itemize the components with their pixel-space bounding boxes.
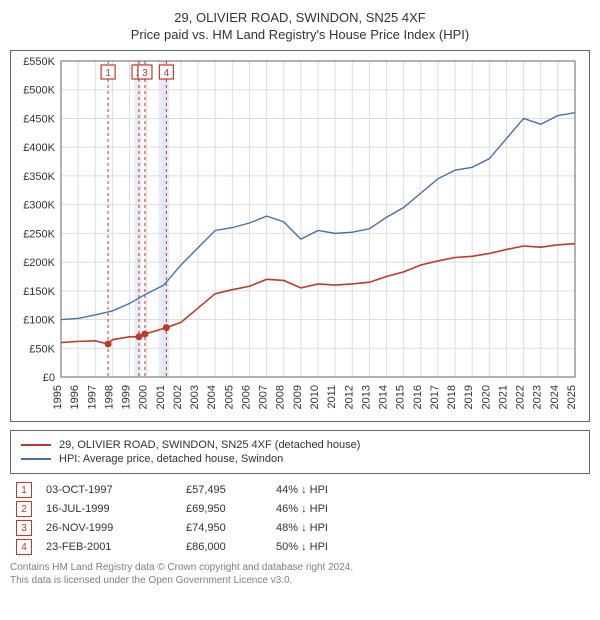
sale-marker: 1 (16, 482, 32, 498)
svg-text:2017: 2017 (429, 385, 441, 409)
svg-text:£100K: £100K (23, 315, 55, 327)
svg-text:£0: £0 (43, 372, 55, 384)
sale-date: 16-JUL-1999 (46, 503, 186, 515)
svg-text:2022: 2022 (515, 385, 527, 409)
svg-text:1996: 1996 (69, 385, 81, 409)
attribution: Contains HM Land Registry data © Crown c… (10, 561, 590, 587)
svg-text:2015: 2015 (395, 385, 407, 409)
sale-price: £86,000 (186, 541, 276, 553)
sale-price: £74,950 (186, 522, 276, 534)
svg-text:2000: 2000 (138, 385, 150, 409)
sale-marker: 2 (16, 501, 32, 517)
svg-text:2012: 2012 (343, 385, 355, 409)
sale-row: 2 16-JUL-1999£69,95046% ↓ HPI (10, 501, 590, 517)
legend-label: HPI: Average price, detached house, Swin… (59, 453, 283, 465)
sales-table: 1 03-OCT-1997£57,49544% ↓ HPI 2 16-JUL-1999… (10, 482, 590, 555)
svg-text:2020: 2020 (480, 385, 492, 409)
sale-pct-vs-hpi: 48% ↓ HPI (276, 522, 356, 534)
svg-text:1999: 1999 (121, 385, 133, 409)
legend-swatch (21, 458, 51, 460)
svg-text:£350K: £350K (23, 171, 55, 183)
svg-text:£400K: £400K (23, 142, 55, 154)
svg-text:2001: 2001 (155, 385, 167, 409)
svg-text:2018: 2018 (446, 385, 458, 409)
svg-text:2021: 2021 (497, 385, 509, 409)
sale-marker: 4 (16, 539, 32, 555)
price-chart: £0 £50K £100K £150K £200K £250K £300K £350K £400… (11, 51, 585, 421)
svg-text:2004: 2004 (206, 385, 218, 409)
legend-item: 29, OLIVIER ROAD, SWINDON, SN25 4XF (det… (21, 439, 579, 451)
svg-text:1995: 1995 (52, 385, 64, 409)
svg-text:2008: 2008 (275, 385, 287, 409)
svg-text:£500K: £500K (23, 85, 55, 97)
legend-box: 29, OLIVIER ROAD, SWINDON, SN25 4XF (det… (10, 430, 590, 474)
svg-text:1997: 1997 (86, 385, 98, 409)
legend-label: 29, OLIVIER ROAD, SWINDON, SN25 4XF (det… (59, 439, 360, 451)
sale-date: 23-FEB-2001 (46, 541, 186, 553)
svg-text:3: 3 (142, 68, 148, 79)
svg-text:£550K: £550K (23, 56, 55, 68)
svg-text:2024: 2024 (549, 385, 561, 409)
svg-text:2023: 2023 (532, 385, 544, 409)
svg-text:2016: 2016 (412, 385, 424, 409)
svg-text:2003: 2003 (189, 385, 201, 409)
sale-pct-vs-hpi: 44% ↓ HPI (276, 484, 356, 496)
svg-text:4: 4 (164, 68, 170, 79)
page-subtitle: Price paid vs. HM Land Registry's House … (10, 27, 590, 42)
sale-pct-vs-hpi: 50% ↓ HPI (276, 541, 356, 553)
svg-text:£150K: £150K (23, 286, 55, 298)
sale-marker: 3 (16, 520, 32, 536)
svg-text:2005: 2005 (223, 385, 235, 409)
legend-swatch (21, 444, 51, 446)
svg-text:£450K: £450K (23, 113, 55, 125)
sale-row: 1 03-OCT-1997£57,49544% ↓ HPI (10, 482, 590, 498)
sale-date: 26-NOV-1999 (46, 522, 186, 534)
svg-text:£300K: £300K (23, 200, 55, 212)
svg-text:2019: 2019 (463, 385, 475, 409)
svg-text:1998: 1998 (103, 385, 115, 409)
chart-container: £0 £50K £100K £150K £200K £250K £300K £350K £400… (10, 50, 590, 422)
svg-text:2025: 2025 (566, 385, 578, 409)
attribution-line: Contains HM Land Registry data © Crown c… (10, 561, 590, 574)
svg-text:£200K: £200K (23, 257, 55, 269)
sale-price: £57,495 (186, 484, 276, 496)
svg-text:£250K: £250K (23, 228, 55, 240)
svg-text:2002: 2002 (172, 385, 184, 409)
svg-text:2006: 2006 (240, 385, 252, 409)
svg-text:1: 1 (105, 68, 111, 79)
sale-row: 4 23-FEB-2001£86,00050% ↓ HPI (10, 539, 590, 555)
sale-price: £69,950 (186, 503, 276, 515)
attribution-line: This data is licensed under the Open Gov… (10, 574, 590, 587)
svg-text:£50K: £50K (29, 343, 55, 355)
page-title: 29, OLIVIER ROAD, SWINDON, SN25 4XF (10, 10, 590, 25)
legend-item: HPI: Average price, detached house, Swin… (21, 453, 579, 465)
svg-text:2013: 2013 (360, 385, 372, 409)
sale-date: 03-OCT-1997 (46, 484, 186, 496)
svg-text:2014: 2014 (378, 385, 390, 409)
svg-text:2007: 2007 (258, 385, 270, 409)
sale-pct-vs-hpi: 46% ↓ HPI (276, 503, 356, 515)
svg-text:2010: 2010 (309, 385, 321, 409)
sale-row: 3 26-NOV-1999£74,95048% ↓ HPI (10, 520, 590, 536)
svg-text:2011: 2011 (326, 385, 338, 409)
svg-text:2009: 2009 (292, 385, 304, 409)
